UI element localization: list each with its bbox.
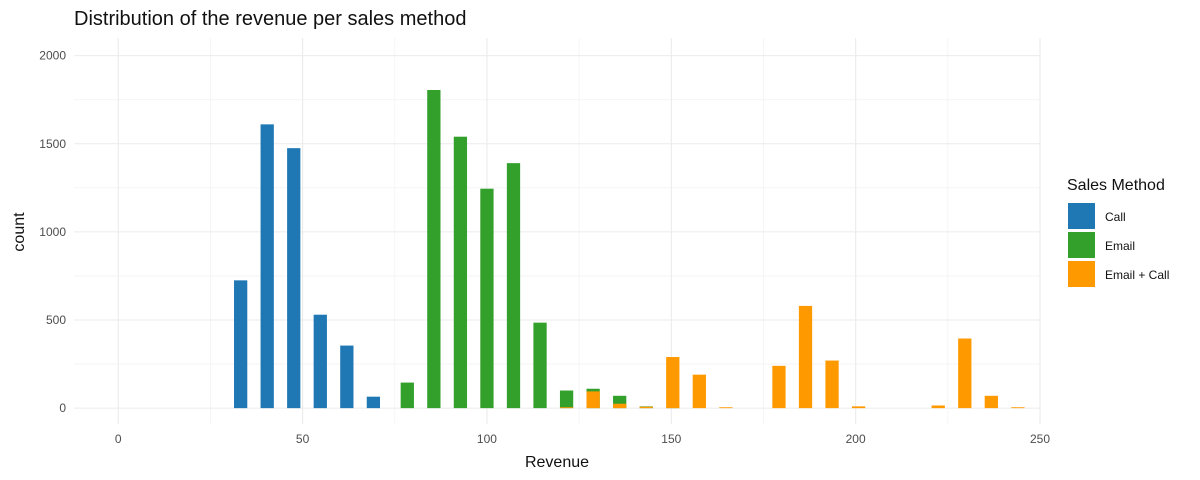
- legend-swatch-email-call: [1068, 261, 1095, 287]
- y-tick-label: 1500: [39, 137, 66, 151]
- bar-email: [533, 322, 547, 409]
- bar-email-call: [586, 391, 600, 409]
- bar-email-call: [958, 338, 972, 409]
- x-tick-label: 250: [1030, 432, 1050, 446]
- legend-label-email-call: Email + Call: [1105, 268, 1169, 282]
- bar-email: [480, 188, 494, 409]
- bar-email-call: [798, 305, 813, 409]
- bar-email-call: [825, 360, 839, 409]
- legend: Sales Method Call Email Email + Call: [1067, 177, 1169, 287]
- legend-swatch-call: [1068, 203, 1095, 229]
- bar-email-call: [639, 406, 653, 409]
- bar-email-call: [719, 407, 733, 409]
- legend-title: Sales Method: [1067, 177, 1165, 194]
- x-tick-label: 50: [296, 432, 310, 446]
- x-tick-label: 150: [661, 432, 681, 446]
- bar-email-call: [692, 374, 706, 409]
- bar-email-call: [931, 405, 945, 409]
- bar-email-call: [559, 407, 574, 409]
- bar-call: [234, 280, 248, 409]
- y-tick-labels: 0 500 1000 1500 2000: [39, 49, 66, 416]
- bar-email-call: [772, 365, 786, 409]
- bars: [234, 89, 1025, 409]
- bar-email-call: [666, 357, 680, 409]
- x-tick-label: 0: [115, 432, 122, 446]
- bar-email-call: [851, 406, 866, 409]
- legend-label-email: Email: [1105, 239, 1135, 253]
- y-tick-label: 2000: [39, 49, 66, 63]
- x-tick-label: 200: [846, 432, 866, 446]
- bar-email: [400, 382, 414, 409]
- bar-email-call: [984, 395, 998, 409]
- grid-lines: [74, 38, 1041, 424]
- legend-swatch-email: [1068, 232, 1095, 258]
- y-tick-label: 500: [46, 313, 66, 327]
- bar-call: [313, 314, 327, 409]
- bar-call: [366, 396, 381, 409]
- bar-email: [506, 163, 521, 409]
- bar-email: [453, 136, 468, 409]
- bar-call: [340, 345, 354, 409]
- x-tick-label: 100: [477, 432, 497, 446]
- bar-email-call: [613, 403, 627, 409]
- chart-title: Distribution of the revenue per sales me…: [74, 8, 466, 30]
- y-tick-label: 0: [59, 401, 66, 415]
- bar-call: [287, 148, 301, 409]
- y-axis-label: count: [11, 212, 28, 252]
- legend-label-call: Call: [1105, 210, 1126, 224]
- y-tick-label: 1000: [39, 225, 66, 239]
- x-axis-label: Revenue: [525, 454, 589, 471]
- bar-email: [427, 89, 441, 409]
- bar-email-call: [1011, 407, 1025, 409]
- x-tick-labels: 0 50 100 150 200 250: [115, 432, 1050, 446]
- bar-call: [260, 124, 274, 409]
- bar-email: [559, 390, 574, 409]
